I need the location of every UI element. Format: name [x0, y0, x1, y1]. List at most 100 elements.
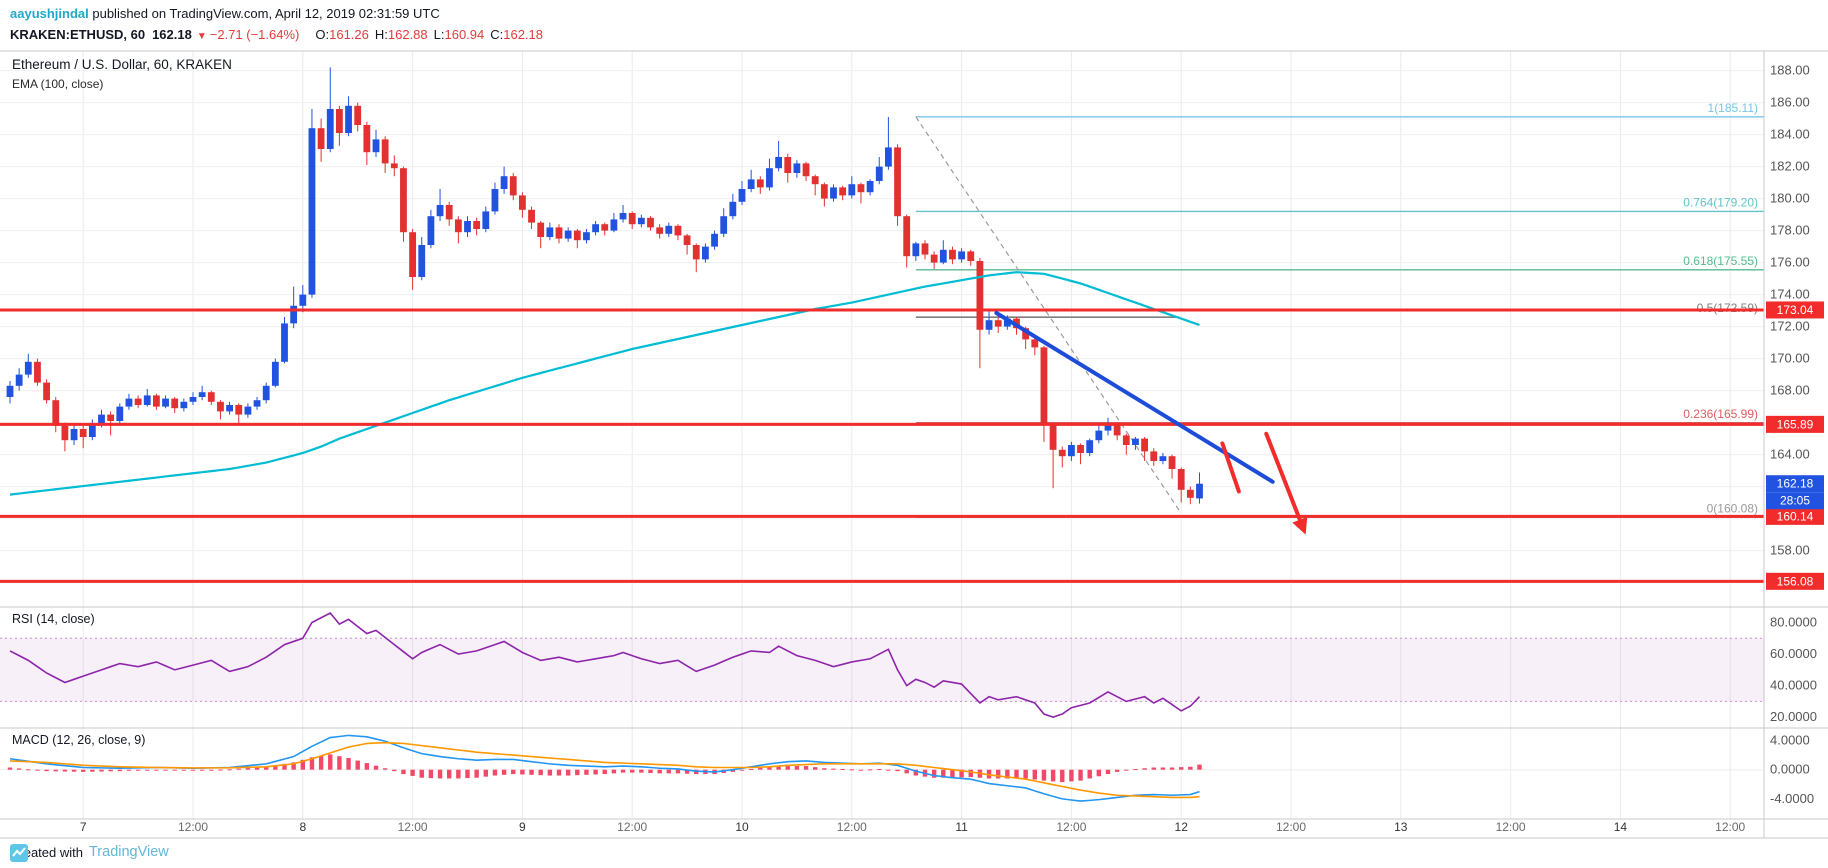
macd-axis-label: 4.0000 [1770, 733, 1810, 748]
macd-histogram-bar [941, 769, 946, 778]
price-tick-label: 184.00 [1770, 127, 1810, 142]
macd-histogram-bar [44, 769, 49, 772]
macd-histogram-bar [831, 768, 836, 770]
macd-histogram-bar [218, 769, 223, 771]
macd-histogram-bar [447, 769, 452, 779]
candle-body [903, 216, 911, 257]
candle-body [1022, 328, 1030, 340]
candle-body [1040, 347, 1048, 425]
macd-histogram-bar [501, 769, 507, 775]
candle-body [1113, 424, 1121, 436]
author-link[interactable]: aayushjindal [10, 6, 89, 21]
close-value: 162.18 [503, 27, 544, 42]
candle-body [198, 392, 206, 397]
macd-histogram-bar [172, 769, 177, 771]
macd-histogram-bar [657, 769, 662, 774]
macd-histogram-bar [794, 766, 800, 770]
tradingview-brand-link[interactable]: TradingView [88, 844, 169, 860]
candle-body [436, 205, 444, 217]
candle-body [1150, 451, 1158, 461]
high-value: 162.88 [387, 27, 428, 42]
macd-histogram-bar [584, 769, 589, 775]
macd-histogram-bar [840, 768, 845, 770]
candle-body [271, 361, 279, 386]
candle-body [15, 374, 23, 386]
macd-histogram-bar [602, 769, 607, 775]
fib-dashed-trend-line [915, 116, 1180, 511]
price-line-badge: 160.14 [1777, 509, 1814, 523]
macd-histogram-bar [190, 769, 196, 771]
time-label: 12:00 [837, 820, 867, 834]
macd-histogram-bar [913, 769, 919, 776]
macd-histogram-bar [245, 768, 251, 770]
macd-histogram-bar [996, 769, 1001, 779]
time-label: 12:00 [1715, 820, 1745, 834]
candle-body [994, 320, 1002, 327]
candle-body [235, 405, 243, 415]
time-label: 12:00 [398, 820, 428, 834]
candle-body [1058, 449, 1066, 457]
last-price: 162.18 [152, 27, 192, 42]
rsi-panel: 80.0000 60.0000 40.0000 20.0000 [0, 612, 1817, 724]
candle-body [326, 109, 334, 149]
macd-histogram-bar [71, 769, 77, 772]
macd-histogram-bar [529, 769, 534, 775]
macd-histogram-bar [968, 769, 973, 777]
candle-body [409, 232, 416, 277]
published-line: aayushjindal published on TradingView.co… [10, 6, 543, 21]
candle-body [958, 251, 965, 260]
fib-level-label: 1(185.11) [1708, 101, 1758, 115]
macd-histogram-bar [565, 769, 571, 776]
candle-body [702, 246, 709, 260]
macd-signal-line [9, 741, 1200, 799]
candle-body [400, 168, 407, 233]
candle-body [885, 147, 892, 167]
candle-body [372, 139, 380, 153]
candle-body [985, 320, 993, 330]
candle-body [930, 254, 938, 263]
macd-histogram-bar [1114, 769, 1120, 772]
macd-histogram-bar [1179, 767, 1184, 770]
macd-histogram-bar [1124, 769, 1129, 771]
rsi-axis-label: 80.0000 [1770, 615, 1817, 630]
macd-histogram-bar [456, 769, 461, 779]
candle-body [464, 221, 471, 233]
candle-body [354, 105, 362, 125]
macd-histogram-bar [803, 766, 809, 770]
macd-histogram-bar [1032, 769, 1037, 780]
candle-body [52, 400, 60, 426]
close-label: C: [490, 27, 504, 42]
candle-body [537, 222, 545, 237]
macd-histogram-bar [16, 768, 22, 770]
candle-body [647, 217, 654, 228]
macd-histogram-bar [620, 769, 626, 773]
candle-body [802, 163, 810, 177]
candle-body [253, 400, 261, 407]
candle-body [564, 230, 572, 239]
macd-histogram-bar [108, 769, 113, 772]
candle-body [427, 216, 435, 245]
tradingview-logo-icon[interactable] [10, 844, 28, 862]
time-label: 12:00 [617, 820, 647, 834]
macd-histogram-bar [401, 769, 406, 775]
time-label: 11 [955, 820, 968, 834]
price-tick-label: 158.00 [1770, 543, 1810, 558]
countdown-badge-bg [1766, 492, 1824, 510]
macd-histogram-bar [236, 768, 241, 770]
macd-histogram-bar [648, 769, 653, 773]
candle-body [1086, 440, 1094, 453]
price-tick-label: 188.00 [1770, 63, 1810, 78]
candle-body [43, 382, 50, 401]
candle-body [921, 243, 929, 255]
time-label: 12 [1175, 820, 1189, 834]
created-with-text: Created with [10, 844, 83, 860]
rsi-axis-label: 40.0000 [1770, 678, 1817, 693]
macd-histogram-bar [227, 769, 232, 771]
time-label: 12:00 [1496, 820, 1526, 834]
candle-body [6, 385, 14, 397]
price-tick-label: 180.00 [1770, 191, 1810, 206]
candle-body [143, 395, 151, 405]
macd-histogram-bar [26, 769, 31, 771]
